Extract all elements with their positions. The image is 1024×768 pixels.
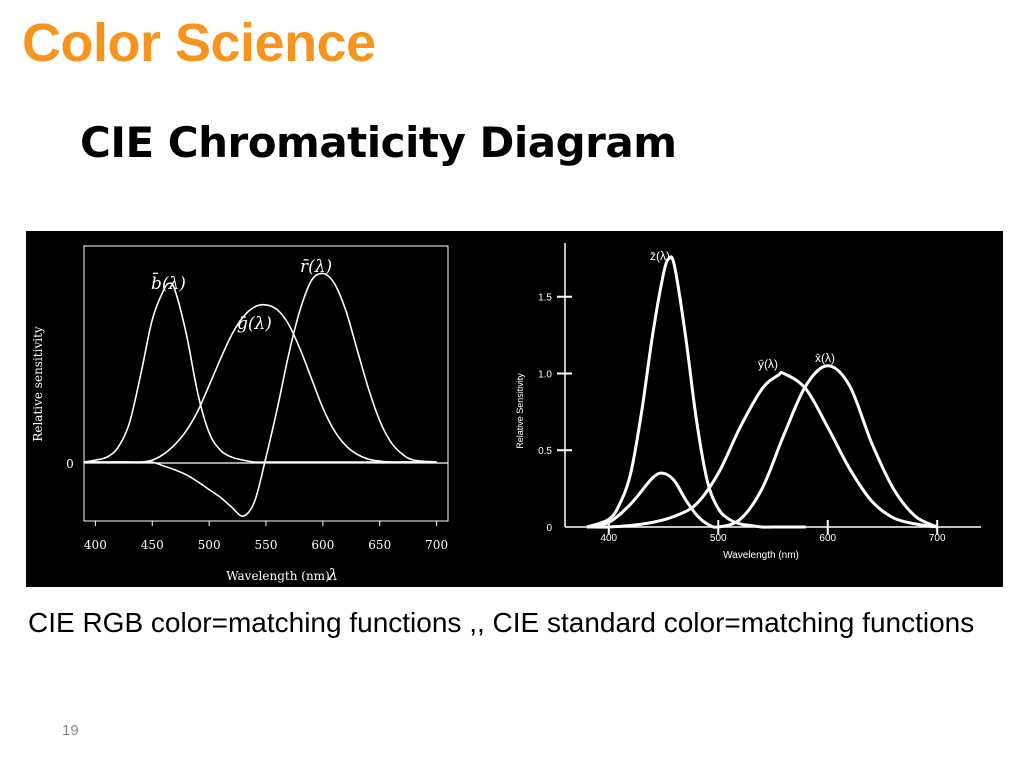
rgb-curve-b <box>83 282 437 464</box>
figure-svg: 0 400 450 500 550 600 650 700 Relative sensiti… <box>31 243 981 584</box>
rgb-y-tick-0: 0 <box>66 457 74 471</box>
curve-label-g: ḡ(λ) <box>237 314 272 334</box>
xyz-x-tick-label: 500 <box>710 533 727 544</box>
figure-caption: CIE RGB color=matching functions ,, CIE … <box>28 607 975 638</box>
xyz-x-tick-label: 600 <box>819 533 836 544</box>
xyz-x-tick-label: 400 <box>600 533 617 544</box>
rgb-curve-r <box>84 272 437 517</box>
curve-label-z: z̄(λ) <box>650 249 670 263</box>
rgb-x-tick-label: 700 <box>425 538 448 552</box>
xyz-y-axis-label: Relative Sensitivity <box>515 373 525 449</box>
xyz-x-tick-label: 700 <box>929 533 946 544</box>
rgb-x-tick-label: 600 <box>311 538 334 552</box>
curve-label-r: r̄(λ) <box>300 257 332 277</box>
xyz-curves <box>586 255 938 529</box>
xyz-chart: 0 0.5 1.0 1.5 400 500 600 700 Relative Sensiti… <box>515 243 981 561</box>
xyz-y-ticks: 0 0.5 1.0 1.5 <box>538 293 572 534</box>
rgb-chart: 0 400 450 500 550 600 650 700 Relative sensiti… <box>31 245 449 584</box>
slide-title: CIE Chromaticity Diagram <box>80 118 677 167</box>
xyz-y-tick-label: 0.5 <box>538 446 552 457</box>
rgb-lambda-symbol: λ <box>327 565 338 584</box>
rgb-x-ticks: 400 450 500 550 600 650 700 <box>84 521 448 552</box>
xyz-y-tick-label: 1.5 <box>538 293 552 304</box>
xyz-x-axis-label: Wavelength (nm) <box>723 550 799 561</box>
header-title: Color Science <box>22 13 376 73</box>
rgb-x-tick-label: 550 <box>255 538 278 552</box>
rgb-x-tick-label: 650 <box>368 538 391 552</box>
figure-panel: 0 400 450 500 550 600 650 700 Relative sensiti… <box>26 231 1003 587</box>
xyz-curve-x <box>586 364 938 529</box>
rgb-x-tick-label: 400 <box>84 538 107 552</box>
rgb-x-tick-label: 450 <box>141 538 164 552</box>
curve-label-y: ȳ(λ) <box>758 357 778 371</box>
xyz-curve-z <box>586 255 806 529</box>
xyz-y-tick-label: 1.0 <box>538 369 552 380</box>
xyz-curve-y <box>586 370 938 529</box>
rgb-x-tick-label: 500 <box>198 538 221 552</box>
curve-label-b: b̄(λ) <box>151 271 186 294</box>
rgb-y-axis-label: Relative sensitivity <box>31 326 45 442</box>
curve-label-x: x̄(λ) <box>815 351 835 365</box>
rgb-curves <box>83 272 437 517</box>
rgb-x-axis-label: Wavelength (nm) <box>226 569 330 583</box>
slide-number: 19 <box>62 722 79 739</box>
xyz-y-tick-label: 0 <box>546 523 552 534</box>
